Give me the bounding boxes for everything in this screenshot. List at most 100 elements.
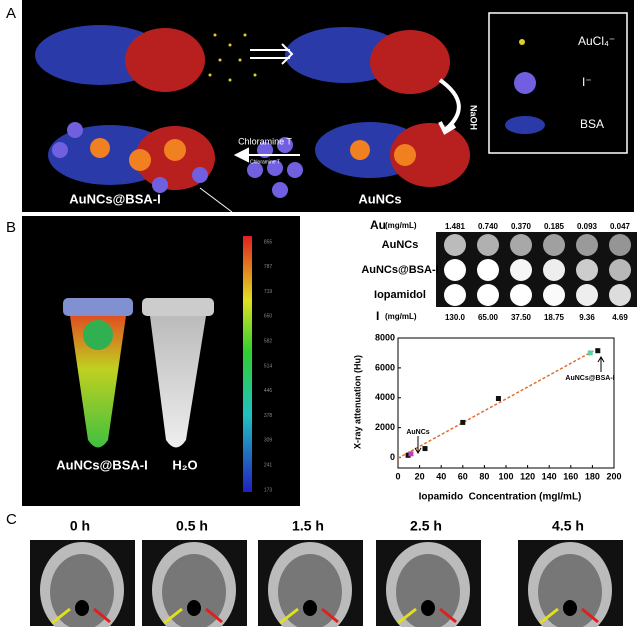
ct-cavity: [75, 600, 89, 616]
point: [495, 396, 501, 402]
annotation-arrow: [414, 436, 422, 454]
x-tick-label: 80: [479, 471, 489, 481]
table-unit: (mg/mL): [385, 221, 417, 230]
arrow-red: [93, 607, 111, 624]
legend-label: I⁻: [582, 75, 592, 89]
phantom-bg: [436, 232, 637, 307]
panel-label: A: [6, 5, 16, 22]
time-label: 0 h: [70, 518, 90, 534]
x-tick-label: 100: [498, 471, 513, 481]
x-tick-label: 120: [520, 471, 535, 481]
legend-icon: [514, 72, 536, 94]
time-label: 4.5 h: [552, 518, 584, 534]
annotation: AuNCs@BSA-I: [565, 375, 614, 382]
reagent-small: Chloramine T: [250, 159, 280, 165]
phantom-well: [510, 234, 532, 256]
annotation-arrow: [597, 356, 605, 372]
reagent: Chloramine T: [238, 136, 292, 146]
y-tick-label: 2000: [375, 422, 395, 432]
ct-cavity: [187, 600, 201, 616]
au-value: 0.740: [478, 222, 499, 231]
point: [595, 348, 601, 354]
i-value: 130.0: [445, 313, 466, 322]
au-value: 0.370: [511, 222, 532, 231]
table-header: Au: [370, 218, 386, 232]
legend-icon: [505, 116, 545, 134]
legend-icon: [519, 39, 525, 45]
arrow-red: [321, 607, 339, 624]
reagent: NaOH: [469, 105, 479, 130]
colorbar-label: 446: [264, 388, 273, 394]
x-tick-label: 60: [458, 471, 468, 481]
phantom-well: [477, 234, 499, 256]
arrow: [250, 43, 294, 65]
colorbar-label: 173: [264, 487, 273, 493]
fit-line: [397, 347, 599, 459]
phantom-well: [477, 284, 499, 306]
row-label: AuNCs@BSA-I: [361, 264, 438, 276]
legend-label: BSA: [580, 117, 604, 131]
x-axis-label: Iopamido Concentration (mgI/mL): [419, 492, 582, 503]
row-label: Iopamidol: [374, 289, 426, 301]
colorbar-label: 309: [264, 438, 273, 444]
tube-label: AuNCs@BSA-I: [56, 457, 147, 472]
intermediate-label: AuNCs: [358, 191, 401, 206]
colorbar-label: 650: [264, 314, 273, 320]
x-tick-label: 40: [436, 471, 446, 481]
colorbar: [243, 236, 252, 492]
phantom-well: [543, 259, 565, 281]
product-label: AuNCs@BSA-I: [69, 191, 160, 206]
phantom-well: [576, 234, 598, 256]
phantom-well: [609, 284, 631, 306]
plot-frame: [397, 337, 615, 469]
arrow-red: [581, 607, 599, 624]
tube: [63, 298, 214, 448]
phantom-well: [576, 284, 598, 306]
annotation: AuNCs: [406, 429, 429, 436]
arrow-yellow: [397, 607, 417, 625]
phantom-well: [510, 259, 532, 281]
arrow: [233, 147, 300, 163]
x-tick-label: 200: [606, 471, 621, 481]
panel-label: B: [6, 219, 16, 236]
row-label: AuNCs: [382, 239, 419, 251]
pointer: [199, 187, 233, 213]
y-tick-label: 6000: [375, 362, 395, 372]
phantom-well: [543, 234, 565, 256]
arrow: [438, 78, 461, 135]
table-unit: (mg/mL): [385, 312, 417, 321]
arrow-yellow: [539, 607, 559, 625]
colorbar-label: 241: [264, 463, 273, 469]
au-ions: [208, 33, 257, 82]
phantom-well: [576, 259, 598, 281]
colorbar-label: 719: [264, 289, 273, 295]
ct-cavity: [421, 600, 435, 616]
arrow-red: [439, 607, 457, 624]
colorbar-label: 582: [264, 339, 273, 345]
point: [408, 451, 414, 457]
time-label: 2.5 h: [410, 518, 442, 534]
legend-label: AuCl₄⁻: [578, 34, 615, 48]
time-label: 1.5 h: [292, 518, 324, 534]
i-value: 9.36: [579, 313, 595, 322]
phantom-well: [609, 259, 631, 281]
point: [460, 419, 466, 425]
y-tick-label: 4000: [375, 392, 395, 402]
x-tick-label: 0: [395, 471, 400, 481]
au-value: 1.481: [445, 222, 466, 231]
tube-label: H₂O: [172, 457, 197, 472]
y-tick-label: 8000: [375, 332, 395, 342]
i-value: 4.69: [612, 313, 628, 322]
phantom-well: [444, 284, 466, 306]
inset-box: [488, 12, 628, 154]
y-axis-label: X-ray attenuation (Hu): [352, 355, 362, 449]
x-tick-label: 160: [563, 471, 578, 481]
phantom-well: [444, 259, 466, 281]
au-value: 0.093: [577, 222, 598, 231]
arrow-yellow: [51, 607, 71, 625]
phantom-well: [510, 284, 532, 306]
arrow-yellow: [279, 607, 299, 625]
au-value: 0.185: [544, 222, 565, 231]
colorbar-label: 514: [264, 363, 273, 369]
